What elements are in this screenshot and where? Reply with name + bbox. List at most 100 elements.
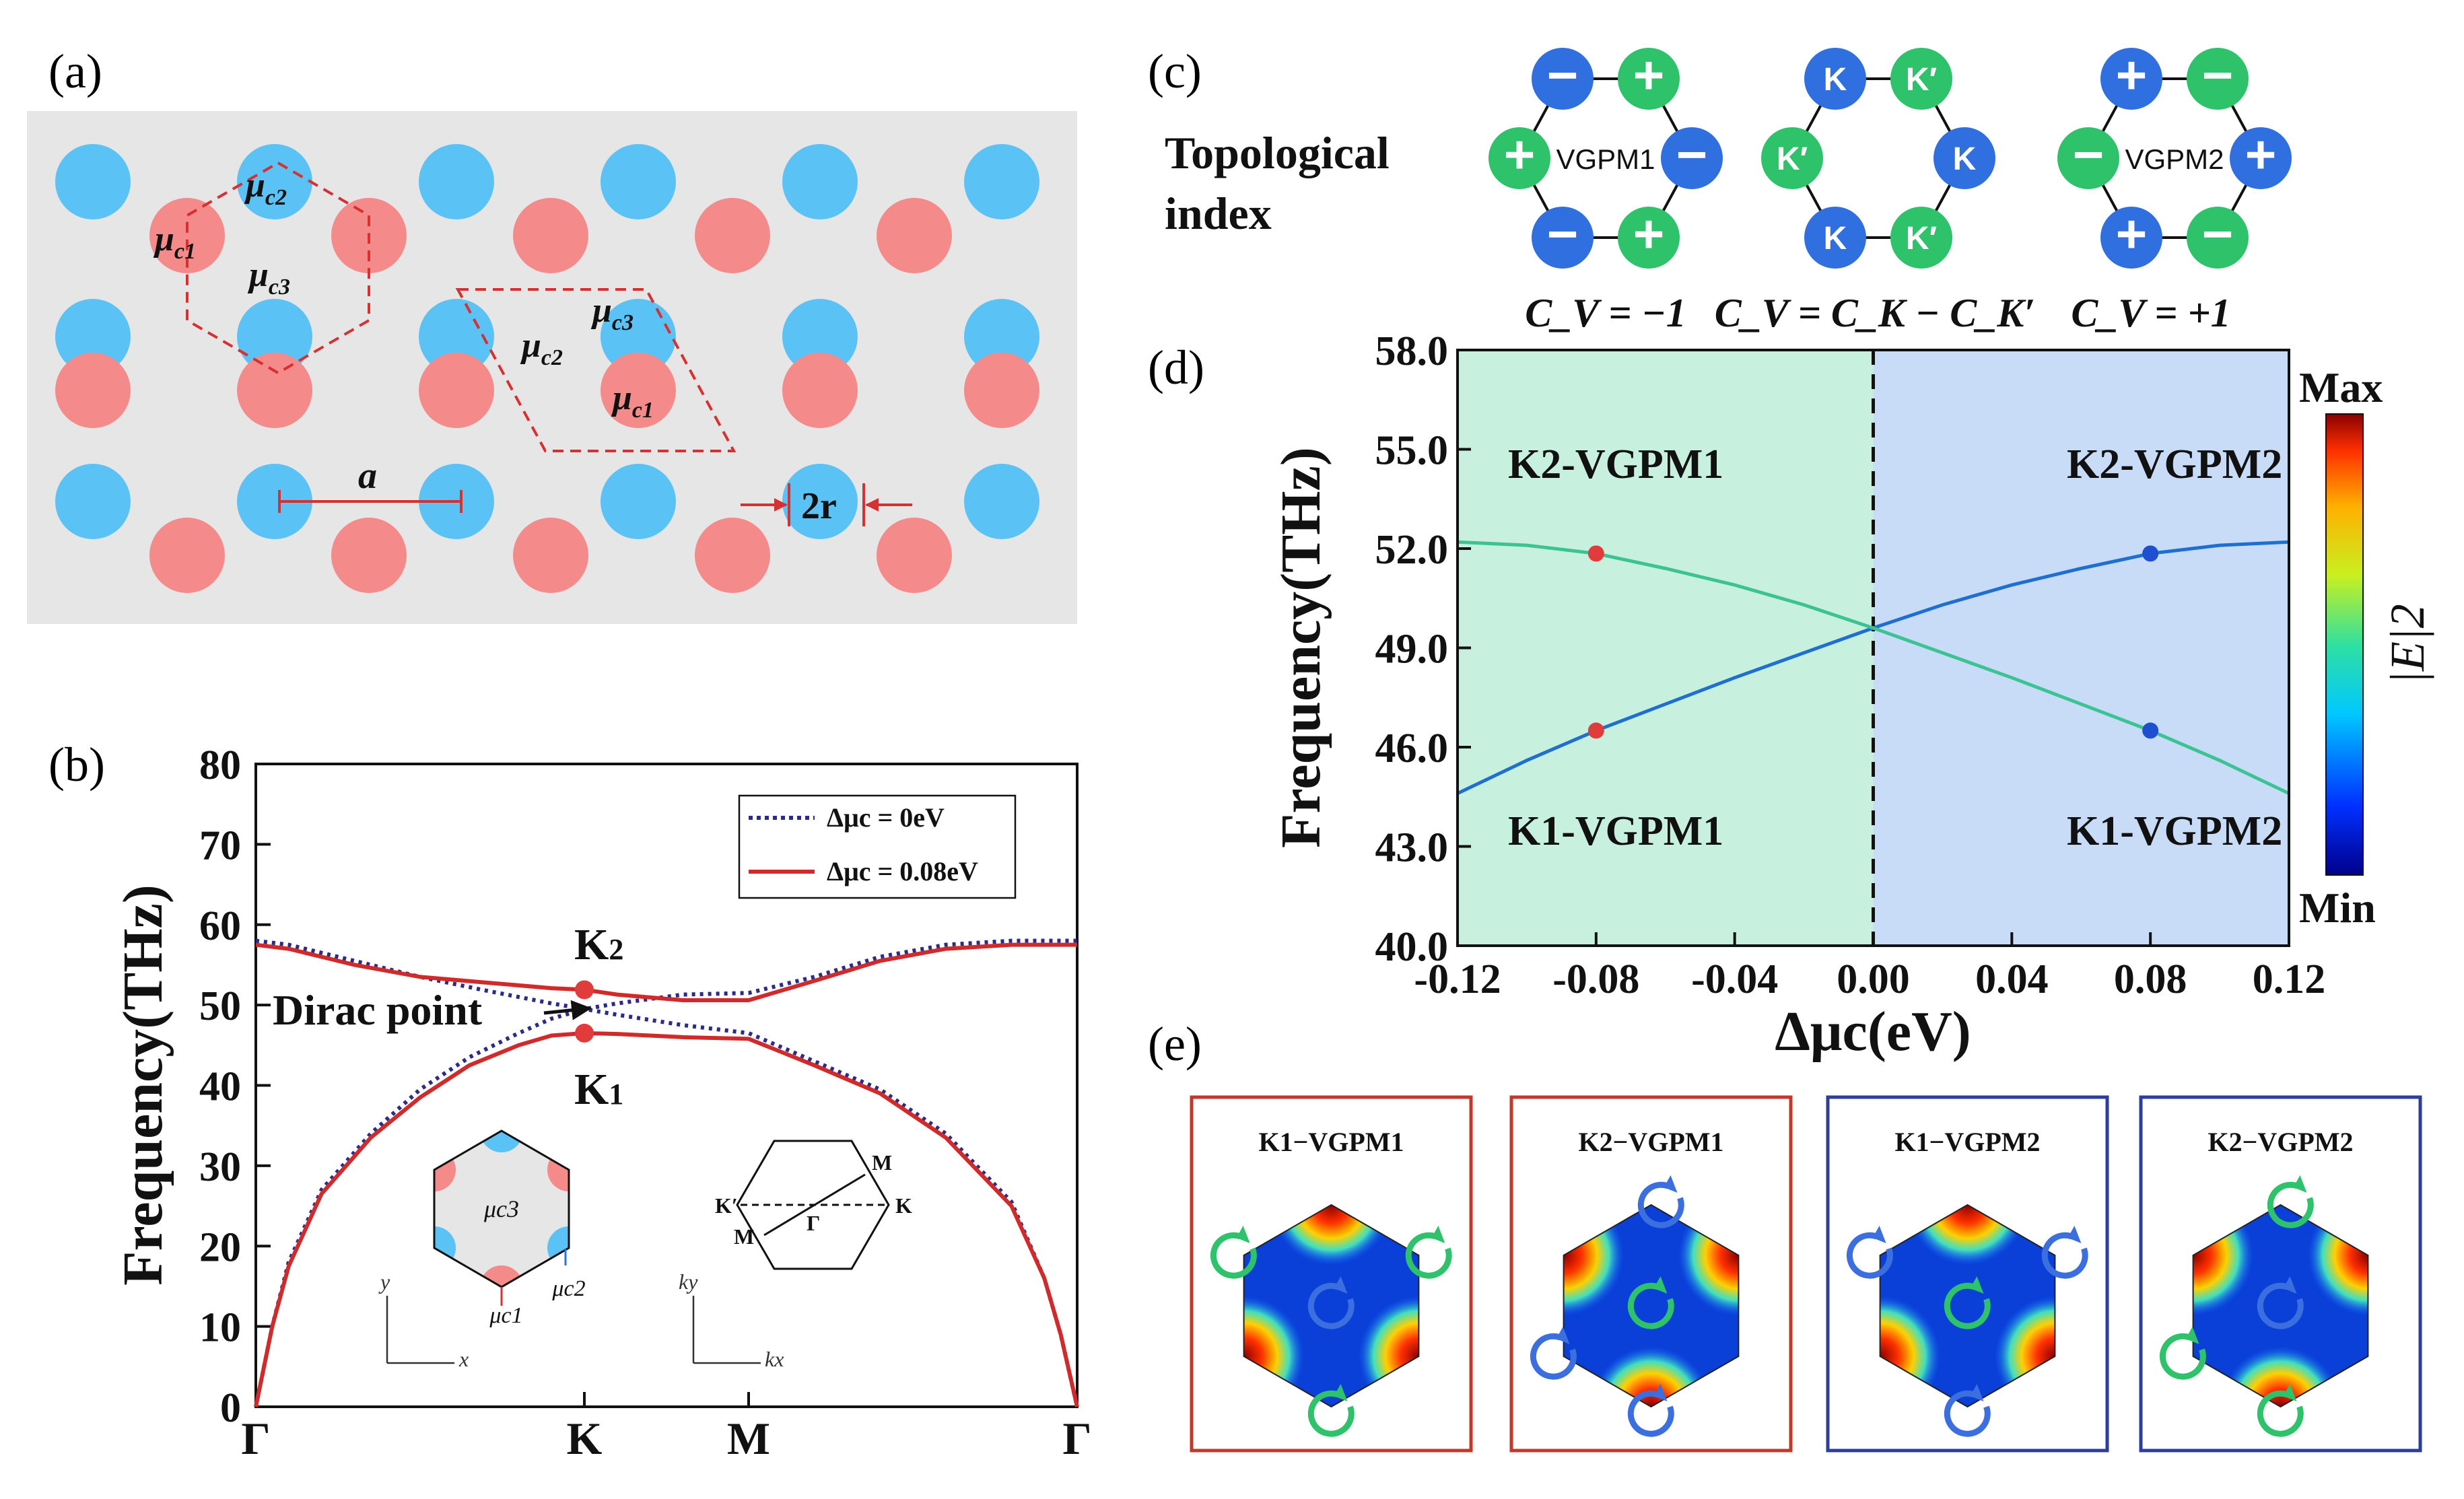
rotation-arrow [1944,1390,1991,1437]
d-xtick-label: 0.00 [1837,956,1910,1002]
b-ytick-label: 80 [199,742,241,788]
topo-node [1761,127,1823,189]
field-map-title: K2−VGPM2 [2208,1127,2353,1157]
d-axis-ticks: 40.0 43.0 46.0 49.0 52.0 55.0 58.0 -0.12 -0.08 -0… [1375,328,2326,1002]
rotation-arrow [1944,1282,1991,1329]
annotation-K2: KK22 [574,920,623,969]
label-mu-c3-hex: μc3 [247,256,290,300]
lattice-disc [601,144,676,219]
b-series-solid-upper [255,942,1077,1002]
lattice-discs [55,144,1039,593]
b-marker-K [575,980,594,1000]
d-xtick-label: -0.08 [1552,956,1639,1002]
d-region-0 [1458,350,1874,946]
topo-node [1661,127,1723,189]
d-ytick-label: 46.0 [1375,726,1449,771]
field-map-outline [1879,1204,2056,1408]
topo-node-label: K′ [1906,221,1937,256]
topo-node [1890,207,1952,269]
bz-K: K [895,1193,912,1218]
topo-node-label: − [1547,204,1579,264]
d-xtick-label: -0.12 [1414,956,1501,1002]
label-mu-c2-rhomb: μc2 [520,326,563,370]
field-map-outline [1243,1204,1420,1408]
topo-node-label: − [1676,125,1708,184]
panel-c-topological-index: Topological index VGPM1− +−+−+K K′KK′KK′ VG… [1165,45,2292,335]
rotation-arrow-head [1664,1175,1678,1193]
rotation-arrow [2257,1282,2304,1329]
colorbar-quantity: |E|2 [2381,604,2434,685]
lattice-disc [55,464,131,539]
topo-node-label: + [1504,125,1536,184]
annotation-K1: KK11 [574,1065,623,1114]
region-label-K2-VGPM2: K2-VGPM2 [2067,442,2282,487]
lattice-disc [964,353,1039,428]
rotation-arrow-head [2283,1276,2297,1294]
b-ytick-label: 70 [199,823,241,868]
topological-title-line1: Topological [1165,127,1390,178]
b-xtick-label: Γ [1062,1413,1091,1464]
inset-ky-label: ky [679,1269,698,1294]
d-xtick-label: 0.12 [2253,956,2326,1002]
rotation-arrow-head [1970,1384,1984,1401]
b-legend: Δμc = 0eV Δμc = 0.08eV [738,794,1017,899]
label-lattice-constant: a [358,455,377,497]
b-ytick-label: 0 [220,1385,241,1431]
colorbar-min-label: Min [2299,884,2376,932]
lattice-disc [331,518,407,593]
inset-brillouin-zone: K′ K M M Γ ky kx [679,1140,912,1371]
panel-label-a: (a) [48,44,102,98]
inset-hex-bg [434,1131,569,1287]
d-ytick-label: 55.0 [1375,428,1449,474]
b-ytick-label: 40 [199,1064,241,1110]
field-hotspot [1907,1205,2028,1265]
lattice-disc [419,144,494,219]
annotation-dirac-point: Dirac point [273,986,483,1034]
b-xtick-label: Γ [241,1413,270,1464]
lattice-disc [237,299,312,374]
rotation-arrow-head [2283,1384,2297,1401]
topo-node-label: K [1824,221,1847,256]
formula-difference: C_V = C_K − C_K′ [1715,291,2035,335]
rotation-arrow-head [1872,1226,1886,1243]
rotation-arrow [1846,1232,1893,1279]
panel-d-frequency-plot: 40.0 43.0 46.0 49.0 52.0 55.0 58.0 -0.12 -0.08 -0… [1270,328,2434,1063]
b-series-group [254,938,1079,1407]
topo-node-label: + [2245,125,2277,184]
rhombic-unit-cell [455,288,737,452]
rotation-arrow [2257,1390,2304,1437]
rotation-arrow [1307,1282,1355,1329]
lattice-disc [513,198,588,273]
field-hotspot [1590,1346,1712,1407]
lattice-disc [695,518,770,593]
lattice-disc [782,353,858,428]
topo-node [2187,207,2249,269]
topo-hex-center-label: VGPM1 [1556,143,1655,175]
rotation-arrow [2267,1181,2314,1228]
colorbar-max-label: Max [2299,363,2383,411]
field-map-outline [2192,1204,2369,1408]
topo-node [2057,127,2119,189]
field-hotspot [1270,1205,1392,1265]
rotation-arrow [1307,1390,1355,1437]
field-map-title: K1−VGPM1 [1258,1127,1404,1157]
field-hotspot [2220,1346,2341,1407]
inset-mu-c1: μc1 [489,1303,522,1328]
rotation-arrow-head [2185,1327,2199,1344]
topo-node [1890,48,1952,110]
topo-node [1618,48,1680,110]
lattice-disc [782,299,858,374]
b-series-solid-lower [254,1031,1079,1407]
topo-node-label: − [1547,45,1579,105]
b-ytick-label: 30 [199,1144,241,1190]
lattice-disc [149,518,225,593]
b-series-dotted-lower [254,1007,1079,1407]
d-ytick-label: 43.0 [1375,825,1449,871]
lattice-disc [237,464,312,539]
bz-gamma-m-line [763,1173,866,1236]
d-x-axis-label: Δμc(eV) [1775,1000,1971,1063]
lattice-disc [782,144,858,219]
topo-node [2187,48,2249,110]
